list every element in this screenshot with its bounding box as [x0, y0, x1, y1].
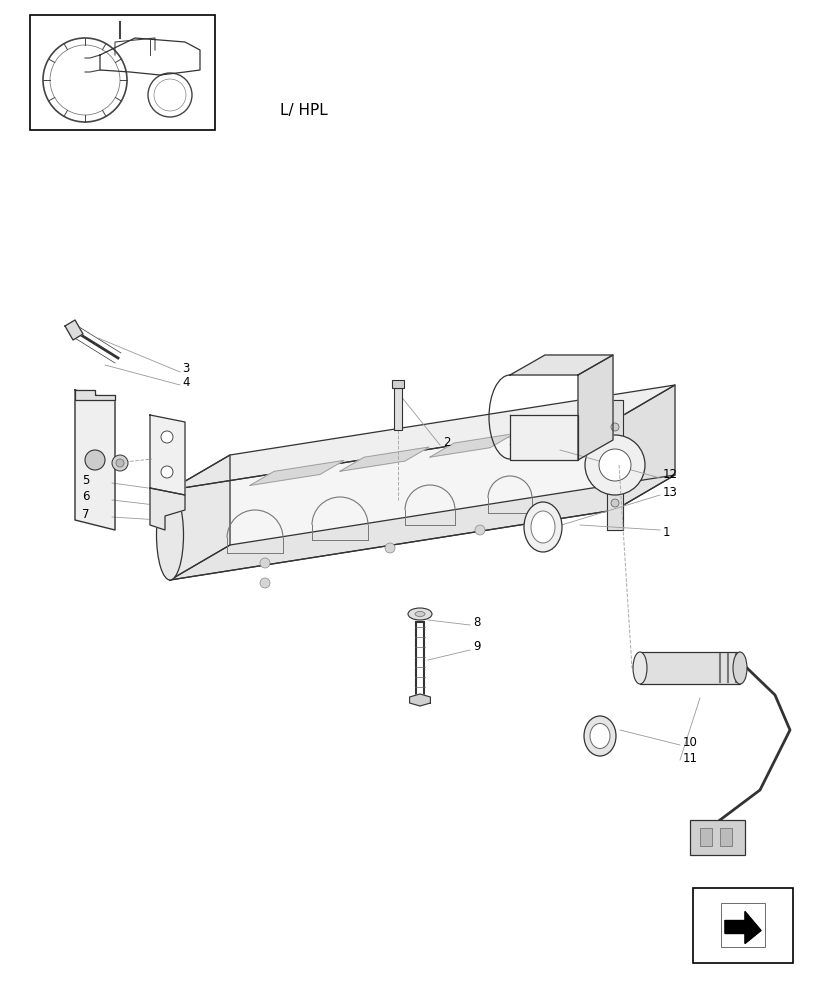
- Polygon shape: [509, 355, 612, 375]
- Text: 11: 11: [682, 752, 697, 764]
- Polygon shape: [409, 694, 430, 706]
- Bar: [394, 388, 402, 430]
- Bar: [719, 828, 731, 846]
- Circle shape: [598, 449, 630, 481]
- Ellipse shape: [408, 608, 432, 620]
- Text: 4: 4: [182, 375, 189, 388]
- Polygon shape: [170, 385, 674, 490]
- Ellipse shape: [414, 611, 424, 616]
- Polygon shape: [606, 400, 622, 530]
- Bar: [391, 380, 404, 388]
- Polygon shape: [429, 434, 514, 457]
- Circle shape: [475, 525, 485, 535]
- Circle shape: [610, 423, 619, 431]
- Text: 5: 5: [83, 474, 90, 487]
- Circle shape: [610, 499, 619, 507]
- Text: 9: 9: [472, 641, 480, 654]
- Circle shape: [539, 533, 549, 543]
- Circle shape: [260, 558, 270, 568]
- Polygon shape: [614, 385, 674, 510]
- Text: 10: 10: [682, 736, 697, 750]
- Ellipse shape: [530, 511, 554, 543]
- Polygon shape: [75, 390, 115, 530]
- Text: 2: 2: [442, 436, 450, 448]
- Bar: [720, 903, 764, 947]
- Circle shape: [534, 515, 544, 525]
- Text: 8: 8: [472, 615, 480, 629]
- Circle shape: [112, 455, 128, 471]
- Ellipse shape: [583, 716, 615, 756]
- Polygon shape: [724, 911, 760, 943]
- Text: 1: 1: [662, 526, 670, 540]
- Circle shape: [160, 466, 173, 478]
- Polygon shape: [170, 420, 614, 580]
- Circle shape: [385, 543, 394, 553]
- Polygon shape: [170, 475, 674, 580]
- Polygon shape: [340, 447, 428, 471]
- Ellipse shape: [156, 490, 184, 580]
- Circle shape: [116, 459, 124, 467]
- Circle shape: [585, 435, 644, 495]
- Polygon shape: [170, 455, 230, 580]
- Text: 13: 13: [662, 486, 677, 498]
- Bar: [689, 820, 744, 855]
- Ellipse shape: [590, 724, 609, 748]
- Ellipse shape: [632, 652, 646, 684]
- Polygon shape: [509, 415, 577, 460]
- Circle shape: [260, 578, 270, 588]
- Ellipse shape: [732, 652, 746, 684]
- Polygon shape: [509, 422, 588, 445]
- Circle shape: [160, 431, 173, 443]
- Polygon shape: [577, 355, 612, 460]
- Polygon shape: [65, 320, 83, 340]
- Polygon shape: [150, 488, 184, 530]
- Text: 3: 3: [182, 362, 189, 375]
- Text: 12: 12: [662, 468, 677, 482]
- Bar: [30, 15, 215, 130]
- Bar: [699, 828, 711, 846]
- Bar: [639, 652, 739, 684]
- Polygon shape: [75, 390, 115, 400]
- Text: L/ HPL: L/ HPL: [280, 103, 327, 118]
- Text: 7: 7: [83, 508, 90, 520]
- Text: 6: 6: [83, 490, 90, 504]
- Polygon shape: [150, 415, 184, 495]
- Bar: [692, 888, 792, 963]
- Ellipse shape: [523, 502, 562, 552]
- Circle shape: [85, 450, 105, 470]
- Polygon shape: [250, 460, 343, 485]
